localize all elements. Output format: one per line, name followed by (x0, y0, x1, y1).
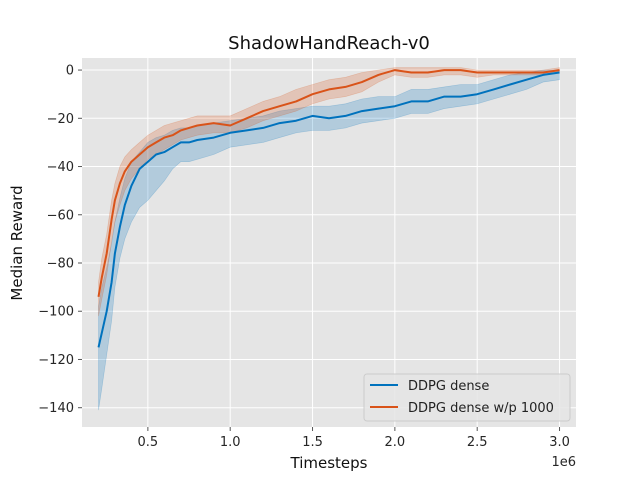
y-tick-label: −80 (47, 257, 74, 272)
chart-title: ShadowHandReach-v0 (228, 33, 430, 54)
line-ddpg-dense-w-p-1000 (97, 69, 560, 297)
x-tick-label: 2.5 (467, 435, 488, 450)
x-tick-label: 2.0 (385, 435, 406, 450)
x-tick-label: 3.0 (549, 435, 570, 450)
y-axis-label: Median Reward (8, 185, 26, 300)
y-tick-label: −140 (38, 401, 74, 416)
x-axis-multiplier: 1e6 (551, 455, 576, 470)
x-tick-label: 1.5 (302, 435, 323, 450)
legend-label-ddpg-dense: DDPG dense (408, 379, 489, 394)
legend: DDPG dense DDPG dense w/p 1000 (363, 373, 571, 422)
y-tick-label: −40 (47, 160, 74, 175)
line-ddpg-dense (97, 71, 560, 348)
x-tick-label: 1.0 (220, 435, 241, 450)
x-axis-label: Timesteps (290, 454, 368, 472)
axis-ticks: 0.5 1.0 1.5 2.0 2.5 3.0 0 −20 −40 −60 −80 −100 −120 −… (38, 64, 570, 450)
legend-box (363, 373, 571, 422)
band-ddpg-dense (98, 69, 560, 411)
y-tick-label: −60 (47, 208, 74, 223)
plot-area (82, 58, 576, 427)
y-tick-label: 0 (66, 64, 74, 79)
legend-label-ddpg-dense-wp-1000: DDPG dense w/p 1000 (408, 401, 554, 416)
y-tick-label: −120 (38, 353, 74, 368)
y-tick-label: −20 (47, 112, 74, 127)
x-tick-label: 0.5 (138, 435, 159, 450)
y-tick-label: −100 (38, 305, 74, 320)
series-lines (97, 69, 560, 348)
